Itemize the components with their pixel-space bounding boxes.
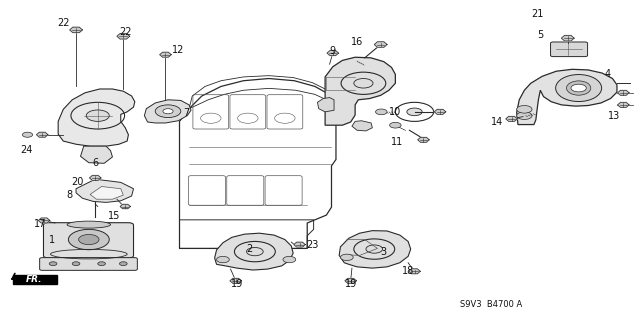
Text: 8: 8 <box>67 190 73 200</box>
Polygon shape <box>160 52 172 57</box>
Circle shape <box>68 229 109 250</box>
Circle shape <box>516 106 532 113</box>
Circle shape <box>407 108 422 116</box>
Polygon shape <box>339 231 411 268</box>
Circle shape <box>156 105 180 118</box>
Circle shape <box>390 122 401 128</box>
Circle shape <box>340 254 353 261</box>
Text: 5: 5 <box>537 30 543 40</box>
Polygon shape <box>561 35 574 41</box>
Text: 4: 4 <box>604 69 611 79</box>
Circle shape <box>571 84 586 92</box>
Circle shape <box>86 110 109 122</box>
Polygon shape <box>418 137 429 142</box>
Polygon shape <box>58 89 135 146</box>
Polygon shape <box>38 218 50 223</box>
Text: 11: 11 <box>390 137 403 147</box>
Ellipse shape <box>47 226 131 241</box>
Polygon shape <box>345 278 356 283</box>
Polygon shape <box>76 179 134 202</box>
Circle shape <box>366 245 383 253</box>
FancyBboxPatch shape <box>550 42 588 56</box>
Ellipse shape <box>556 75 602 101</box>
Polygon shape <box>618 90 629 95</box>
Circle shape <box>376 109 387 115</box>
Ellipse shape <box>67 221 111 228</box>
Text: 13: 13 <box>607 111 620 121</box>
Text: 10: 10 <box>389 108 401 117</box>
Polygon shape <box>516 69 617 124</box>
Circle shape <box>246 248 263 256</box>
Text: 9: 9 <box>330 46 336 56</box>
Circle shape <box>516 112 532 120</box>
Circle shape <box>49 262 57 266</box>
Circle shape <box>216 256 229 263</box>
Text: 15: 15 <box>108 211 120 221</box>
Polygon shape <box>90 175 101 181</box>
Text: 19: 19 <box>231 279 243 289</box>
Polygon shape <box>70 27 83 33</box>
Circle shape <box>283 256 296 263</box>
Polygon shape <box>90 187 124 199</box>
Circle shape <box>120 262 127 266</box>
Text: 17: 17 <box>34 219 47 229</box>
Text: 18: 18 <box>402 266 414 276</box>
Text: S9V3  B4700 A: S9V3 B4700 A <box>461 300 523 309</box>
Text: 23: 23 <box>306 240 319 250</box>
FancyBboxPatch shape <box>40 258 138 270</box>
Polygon shape <box>409 269 420 274</box>
Circle shape <box>354 78 373 88</box>
Polygon shape <box>435 109 446 114</box>
Polygon shape <box>214 233 293 270</box>
Text: 19: 19 <box>344 279 356 289</box>
FancyBboxPatch shape <box>44 223 134 258</box>
Polygon shape <box>294 242 305 247</box>
Circle shape <box>72 262 80 266</box>
Polygon shape <box>120 204 131 209</box>
Circle shape <box>79 234 99 245</box>
Polygon shape <box>317 98 334 112</box>
Bar <box>13 275 57 284</box>
Text: 6: 6 <box>92 158 99 168</box>
Polygon shape <box>618 102 629 108</box>
Text: 3: 3 <box>381 247 387 257</box>
Text: 16: 16 <box>351 37 363 47</box>
Text: 24: 24 <box>20 145 33 155</box>
Text: 22: 22 <box>57 18 70 28</box>
Ellipse shape <box>566 81 591 95</box>
Text: 2: 2 <box>246 244 253 254</box>
Polygon shape <box>327 51 339 56</box>
Polygon shape <box>117 33 130 39</box>
Text: 14: 14 <box>492 117 504 127</box>
Circle shape <box>163 109 173 114</box>
Polygon shape <box>352 121 372 131</box>
Polygon shape <box>145 100 191 123</box>
Polygon shape <box>81 146 113 163</box>
Text: 21: 21 <box>531 9 543 19</box>
Text: FR.: FR. <box>26 275 42 284</box>
Polygon shape <box>374 42 387 47</box>
Text: 22: 22 <box>119 27 131 37</box>
Polygon shape <box>506 116 517 121</box>
Text: 1: 1 <box>49 234 55 245</box>
Polygon shape <box>36 132 48 137</box>
Circle shape <box>98 262 106 266</box>
Polygon shape <box>230 278 241 283</box>
Text: 12: 12 <box>172 45 184 55</box>
Text: 7: 7 <box>183 108 189 118</box>
Text: 20: 20 <box>71 177 83 187</box>
Circle shape <box>22 132 33 137</box>
Polygon shape <box>325 57 396 125</box>
